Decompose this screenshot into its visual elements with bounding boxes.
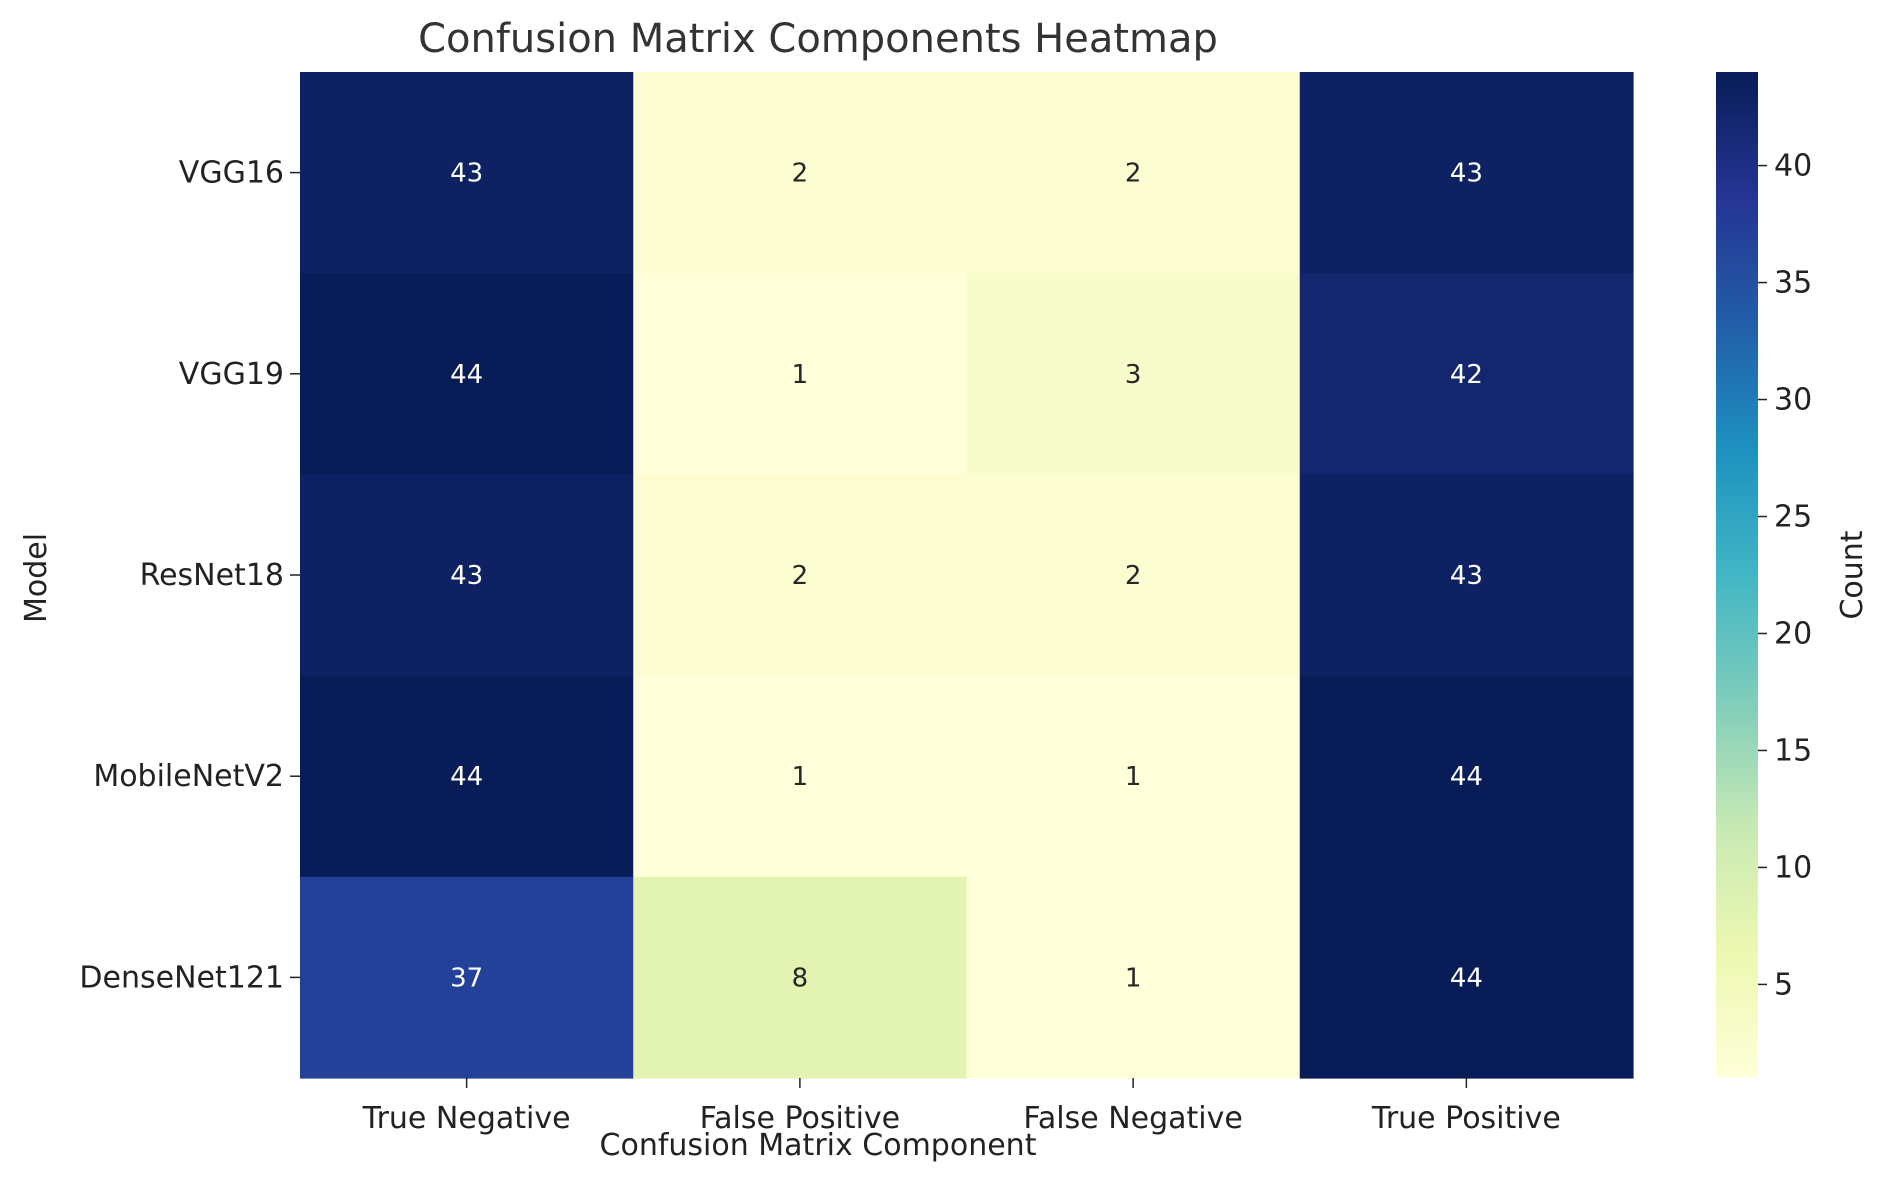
heatmap-cell (633, 474, 968, 677)
cell-value-labels: 43 2 2 43 44 1 3 42 43 2 2 43 44 1 1 44 37 8 1 44 (450, 159, 1483, 994)
heatmap-cell (633, 273, 968, 475)
colorbar-tick-label: 25 (1774, 500, 1812, 535)
heatmap-cell (1299, 273, 1634, 475)
cell-value-label: 43 (1450, 159, 1483, 189)
cell-value-label: 2 (792, 561, 809, 591)
colorbar-tick-label: 40 (1774, 149, 1812, 184)
cell-value-label: 2 (792, 159, 809, 189)
colorbar-tick-label: 35 (1774, 266, 1812, 301)
heatmap-cell (633, 72, 968, 274)
x-tick-label: False Negative (1023, 1101, 1242, 1136)
y-axis-label: Model (19, 533, 54, 623)
heatmap-cells (300, 72, 1634, 1079)
cell-value-label: 42 (1450, 360, 1483, 390)
cell-value-label: 43 (450, 561, 483, 591)
y-tick-label: VGG16 (179, 156, 284, 191)
cell-value-label: 8 (792, 963, 809, 993)
cell-value-label: 1 (792, 360, 809, 390)
x-axis-ticks: True Negative False Positive False Negativ… (362, 1078, 1561, 1136)
heatmap-cell (1299, 876, 1634, 1079)
heatmap-cell (633, 675, 968, 878)
cell-value-label: 44 (1450, 963, 1483, 993)
y-tick-label: ResNet18 (140, 558, 284, 593)
cell-value-label: 1 (1125, 963, 1142, 993)
heatmap-cell (300, 675, 634, 878)
cell-value-label: 1 (792, 762, 809, 792)
colorbar-tick-label: 15 (1774, 733, 1812, 768)
x-axis-label: Confusion Matrix Component (600, 1128, 1037, 1163)
cell-value-label: 44 (1450, 762, 1483, 792)
heatmap-cell (300, 474, 634, 677)
heatmap-cell (300, 876, 634, 1079)
heatmap-cell (966, 72, 1301, 274)
colorbar-tick-label: 30 (1774, 383, 1812, 418)
heatmap-cell (633, 876, 968, 1079)
cell-value-label: 44 (450, 360, 483, 390)
colorbar-ticks: 5 10 15 20 25 30 35 40 (1758, 149, 1812, 1002)
heatmap-cell (966, 474, 1301, 677)
y-axis-ticks: VGG16 VGG19 ResNet18 MobileNetV2 DenseNet121 (79, 156, 300, 995)
cell-value-label: 37 (450, 963, 483, 993)
colorbar-tick-label: 20 (1774, 616, 1812, 651)
heatmap-cell (1299, 675, 1634, 878)
y-tick-label: MobileNetV2 (93, 759, 284, 794)
cell-value-label: 2 (1125, 561, 1142, 591)
x-tick-label: False Positive (700, 1101, 901, 1136)
heatmap-cell (966, 273, 1301, 475)
colorbar-label: Count (1835, 530, 1870, 619)
heatmap-cell (1299, 474, 1634, 677)
heatmap-cell (966, 876, 1301, 1079)
cell-value-label: 2 (1125, 159, 1142, 189)
cell-value-label: 3 (1125, 360, 1142, 390)
heatmap-cell (966, 675, 1301, 878)
cell-value-label: 44 (450, 762, 483, 792)
colorbar (1716, 72, 1758, 1078)
x-tick-label: True Negative (362, 1101, 571, 1136)
cell-value-label: 43 (450, 159, 483, 189)
x-tick-label: True Positive (1371, 1101, 1561, 1136)
cell-value-label: 43 (1450, 561, 1483, 591)
chart-title: Confusion Matrix Components Heatmap (418, 16, 1218, 62)
y-tick-label: VGG19 (179, 357, 284, 392)
heatmap-cell (300, 72, 634, 274)
colorbar-tick-label: 10 (1774, 850, 1812, 885)
y-tick-label: DenseNet121 (79, 960, 284, 995)
cell-value-label: 1 (1125, 762, 1142, 792)
colorbar-tick-label: 5 (1774, 967, 1793, 1002)
heatmap-cell (1299, 72, 1634, 274)
heatmap-cell (300, 273, 634, 475)
